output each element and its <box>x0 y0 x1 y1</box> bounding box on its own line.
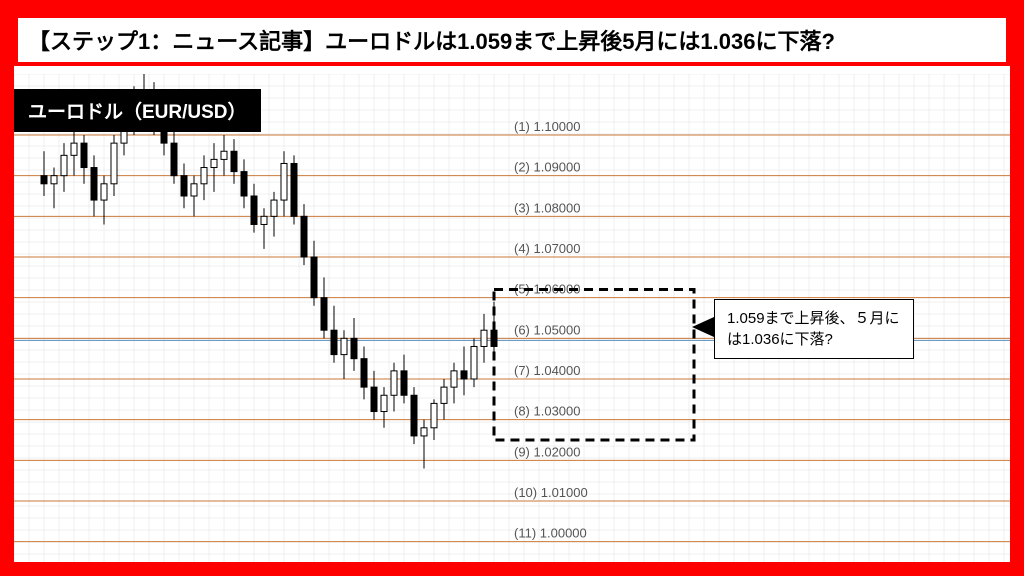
price-level-label: (4) 1.07000 <box>514 241 581 256</box>
price-level-label: (2) 1.09000 <box>514 160 581 175</box>
annotation-box: 1.059まで上昇後、５月には1.036に下落? <box>714 299 914 359</box>
price-level-label: (1) 1.10000 <box>514 119 581 134</box>
header-text: 【ステップ1：ニュース記事】ユーロドルは1.059まで上昇後5月には1.036に… <box>28 29 835 54</box>
price-level-label: (3) 1.08000 <box>514 200 581 215</box>
price-level-label: (6) 1.05000 <box>514 322 581 337</box>
pair-label-text: ユーロドル（EUR/USD） <box>28 102 247 123</box>
price-level-label: (7) 1.04000 <box>514 363 581 378</box>
pair-label: ユーロドル（EUR/USD） <box>14 89 261 132</box>
price-level-label: (8) 1.03000 <box>514 404 581 419</box>
price-level-label: (10) 1.01000 <box>514 485 588 500</box>
annotation-text: 1.059まで上昇後、５月には1.036に下落? <box>727 310 900 348</box>
annotation-pointer <box>692 317 714 337</box>
price-level-label: (9) 1.02000 <box>514 444 581 459</box>
price-level-label: (11) 1.00000 <box>514 526 587 541</box>
outer-frame: 【ステップ1：ニュース記事】ユーロドルは1.059まで上昇後5月には1.036に… <box>0 0 1024 576</box>
header-bar: 【ステップ1：ニュース記事】ユーロドルは1.059まで上昇後5月には1.036に… <box>14 14 1010 66</box>
